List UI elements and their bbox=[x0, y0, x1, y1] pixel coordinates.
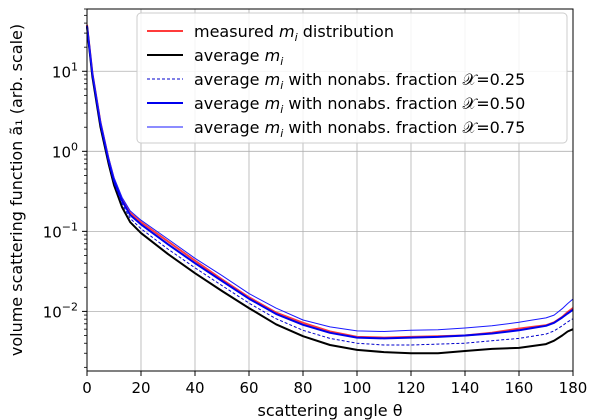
y-tick-label: 101 bbox=[52, 60, 78, 81]
x-tick-label: 0 bbox=[82, 379, 92, 397]
series-layer bbox=[86, 24, 574, 355]
x-tick-label: 40 bbox=[185, 379, 204, 397]
x-tick-label: 160 bbox=[505, 379, 534, 397]
series-line-3 bbox=[86, 26, 574, 346]
x-tick-label: 180 bbox=[559, 379, 588, 397]
x-axis-label: scattering angle θ bbox=[258, 401, 403, 420]
y-axis-ticks: 10−2 10−1 100 101 bbox=[43, 8, 87, 368]
x-tick-label: 100 bbox=[343, 379, 372, 397]
legend-label: average mi with nonabs. fraction 𝒳=0.25 bbox=[194, 70, 525, 92]
y-tick-label: 10−1 bbox=[43, 220, 78, 241]
y-tick-label: 10−2 bbox=[43, 300, 78, 321]
y-tick-label: 100 bbox=[52, 140, 78, 161]
legend-label: average mi with nonabs. fraction 𝒳=0.75 bbox=[194, 118, 525, 140]
x-tick-label: 120 bbox=[397, 379, 426, 397]
x-tick-label: 20 bbox=[131, 379, 150, 397]
legend-label: average mi with nonabs. fraction 𝒳=0.50 bbox=[194, 94, 525, 116]
series-line-4 bbox=[86, 25, 574, 340]
legend-label: average mi bbox=[194, 46, 283, 68]
x-tick-label: 80 bbox=[293, 379, 312, 397]
legend-box bbox=[136, 12, 568, 144]
x-axis-ticks: 0 20 40 60 80 100 120 140 160 180 bbox=[82, 371, 587, 397]
plot-frame bbox=[86, 8, 574, 372]
x-tick-label: 140 bbox=[451, 379, 480, 397]
legend-label: measured mi distribution bbox=[194, 22, 394, 44]
series-line-2 bbox=[86, 26, 574, 355]
x-tick-label: 60 bbox=[239, 379, 258, 397]
y-axis-label: volume scattering function ã₁ (arb. scal… bbox=[7, 24, 26, 356]
series-line-5 bbox=[86, 24, 574, 332]
